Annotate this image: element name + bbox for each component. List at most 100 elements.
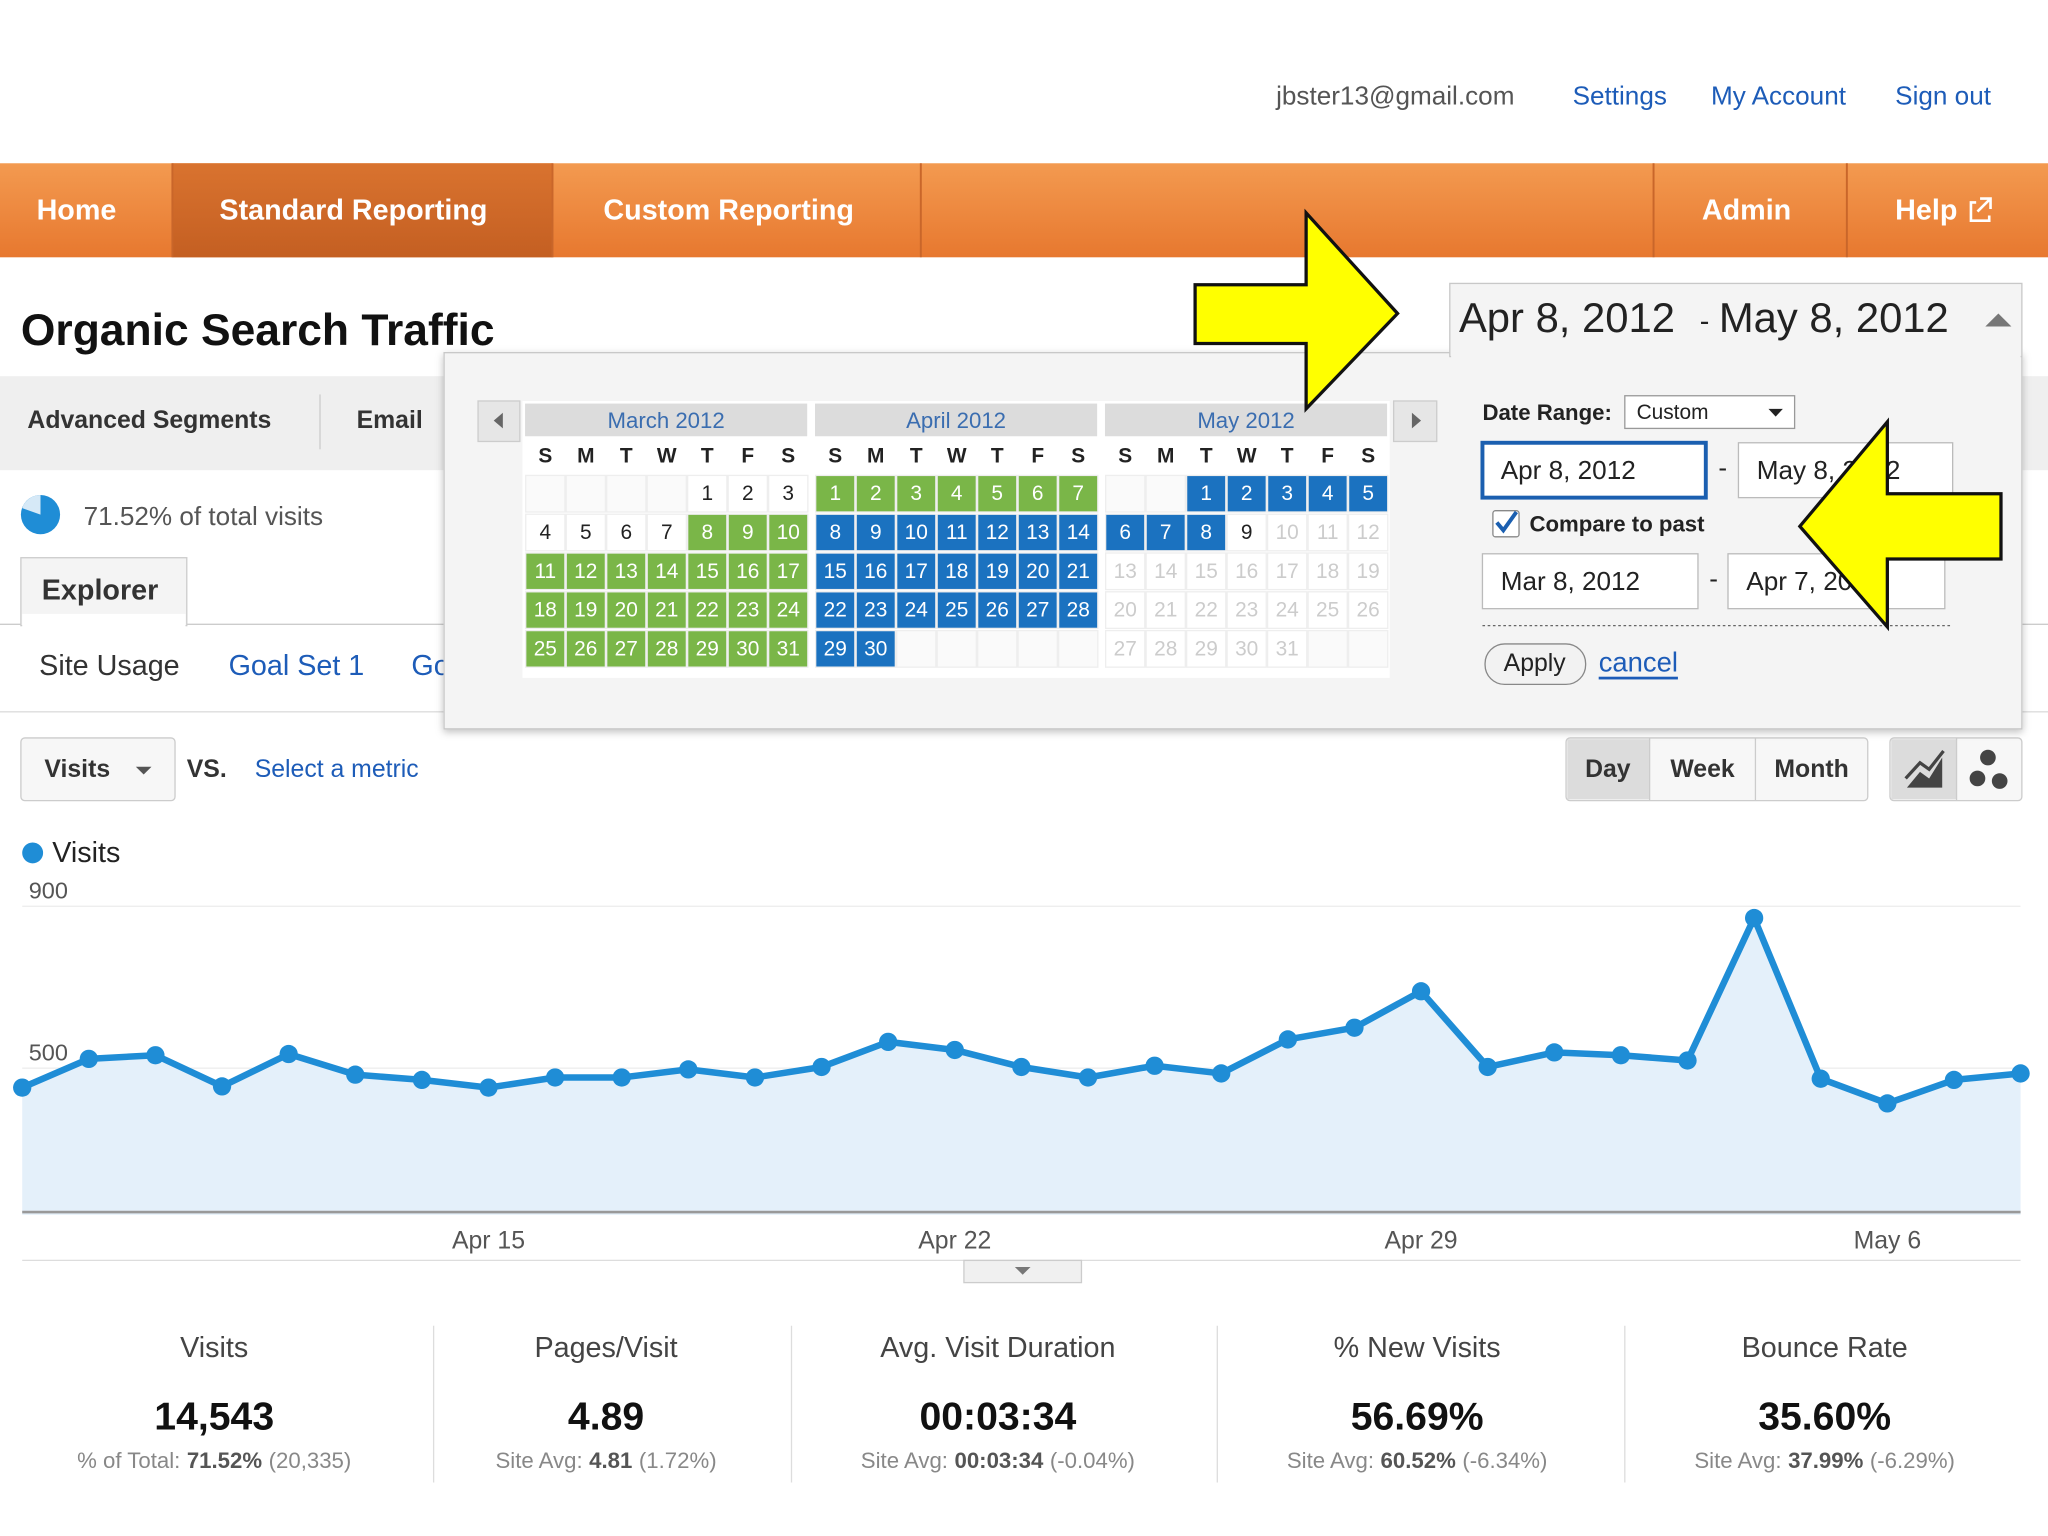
calendar-day[interactable]: 5 — [1362, 482, 1374, 505]
calendar-day[interactable]: 25 — [945, 599, 968, 622]
calendar-day[interactable]: 17 — [905, 560, 928, 583]
calendar-day[interactable]: 2 — [742, 482, 754, 505]
calendar-day[interactable]: 10 — [905, 521, 928, 544]
calendar-day[interactable]: 12 — [1357, 521, 1380, 544]
calendar-day[interactable]: 17 — [1276, 560, 1299, 583]
calendar-day[interactable]: 5 — [580, 521, 592, 544]
calendar-day[interactable]: 9 — [742, 521, 754, 544]
calendar-day[interactable]: 4 — [1322, 482, 1334, 505]
calendar-day[interactable]: 19 — [1357, 560, 1380, 583]
header-link[interactable]: Sign out — [1895, 80, 1992, 110]
calendar-day[interactable]: 28 — [655, 637, 678, 660]
calendar-day[interactable]: 30 — [1235, 637, 1258, 660]
calendar-day[interactable]: 4 — [539, 521, 551, 544]
calendar-day[interactable]: 19 — [574, 599, 597, 622]
cancel-link[interactable]: cancel — [1599, 647, 1678, 678]
toolbar-button[interactable]: Advanced Segments — [27, 407, 271, 434]
calendar-day[interactable]: 23 — [1235, 599, 1258, 622]
calendar-day[interactable]: 20 — [615, 599, 638, 622]
calendar-day[interactable]: 18 — [1316, 560, 1339, 583]
calendar-day[interactable]: 2 — [870, 482, 882, 505]
calendar-day[interactable]: 11 — [1317, 521, 1339, 544]
subtab[interactable]: Site Usage — [39, 650, 179, 682]
calendar-day[interactable]: 12 — [986, 521, 1009, 544]
calendar-day[interactable]: 28 — [1067, 599, 1090, 622]
calendar-day[interactable]: 23 — [736, 599, 759, 622]
calendar-day[interactable]: 26 — [574, 637, 597, 660]
calendar-day[interactable]: 29 — [824, 637, 847, 660]
date-input[interactable] — [1480, 440, 1708, 500]
calendar-day[interactable]: 7 — [661, 521, 673, 544]
granularity-button[interactable]: Month — [1774, 756, 1848, 783]
calendar-day[interactable]: 23 — [864, 599, 887, 622]
calendar-day[interactable]: 10 — [777, 521, 800, 544]
calendar-day[interactable]: 6 — [1119, 521, 1131, 544]
calendar-day[interactable]: 18 — [534, 599, 557, 622]
calendar-day[interactable]: 30 — [736, 637, 759, 660]
calendar-day[interactable]: 29 — [1195, 637, 1218, 660]
header-link[interactable]: Settings — [1573, 80, 1667, 110]
calendar-day[interactable]: 3 — [1281, 482, 1293, 505]
calendar-day[interactable]: 7 — [1072, 482, 1084, 505]
calendar-day[interactable]: 25 — [1316, 599, 1339, 622]
calendar-day[interactable]: 4 — [951, 482, 963, 505]
calendar-day[interactable]: 27 — [1026, 599, 1049, 622]
calendar-day[interactable]: 12 — [574, 560, 597, 583]
calendar-day[interactable]: 15 — [1195, 560, 1218, 583]
calendar-day[interactable]: 26 — [1357, 599, 1380, 622]
calendar-day[interactable]: 24 — [905, 599, 928, 622]
calendar-day[interactable]: 16 — [736, 560, 759, 583]
toolbar-button[interactable]: Email — [357, 407, 423, 434]
mode-select[interactable] — [1624, 395, 1796, 430]
calendar-day[interactable]: 20 — [1026, 560, 1049, 583]
calendar-day[interactable]: 14 — [1154, 560, 1177, 583]
calendar-day[interactable]: 22 — [824, 599, 847, 622]
apply-button[interactable] — [1484, 643, 1587, 686]
nav-item[interactable]: Custom Reporting — [603, 194, 853, 226]
calendar-day[interactable]: 6 — [620, 521, 632, 544]
calendar-day[interactable]: 10 — [1276, 521, 1299, 544]
calendar-day[interactable]: 1 — [701, 482, 713, 505]
calendar-day[interactable]: 15 — [696, 560, 719, 583]
calendar-day[interactable]: 1 — [1200, 482, 1212, 505]
calendar-day[interactable]: 13 — [1114, 560, 1137, 583]
calendar-day[interactable]: 21 — [1067, 560, 1090, 583]
calendar-day[interactable]: 9 — [1241, 521, 1253, 544]
calendar-day[interactable]: 31 — [777, 637, 800, 660]
calendar-day[interactable]: 16 — [864, 560, 887, 583]
granularity-button[interactable]: Day — [1585, 756, 1631, 783]
calendar-day[interactable]: 6 — [1032, 482, 1044, 505]
calendar-day[interactable]: 9 — [870, 521, 882, 544]
calendar-day[interactable]: 3 — [910, 482, 922, 505]
calendar-day[interactable]: 7 — [1160, 521, 1172, 544]
calendar-day[interactable]: 13 — [1026, 521, 1049, 544]
calendar-day[interactable]: 21 — [655, 599, 678, 622]
calendar-day[interactable]: 30 — [864, 637, 887, 660]
calendar-day[interactable]: 8 — [1200, 521, 1212, 544]
calendar-day[interactable]: 24 — [777, 599, 800, 622]
subtab[interactable]: Goal Set 1 — [229, 650, 365, 682]
calendar-day[interactable]: 13 — [615, 560, 638, 583]
nav-item[interactable]: Admin — [1702, 194, 1791, 226]
header-link[interactable]: My Account — [1711, 80, 1847, 110]
calendar-day[interactable]: 2 — [1241, 482, 1253, 505]
calendar-day[interactable]: 11 — [946, 521, 968, 544]
calendar-day[interactable]: 16 — [1235, 560, 1258, 583]
calendar-day[interactable]: 28 — [1154, 637, 1177, 660]
calendar-day[interactable]: 1 — [829, 482, 841, 505]
calendar-day[interactable]: 5 — [991, 482, 1003, 505]
calendar-day[interactable]: 8 — [829, 521, 841, 544]
select-metric[interactable]: Select a metric — [255, 756, 419, 783]
calendar-day[interactable]: 24 — [1276, 599, 1299, 622]
calendar-day[interactable]: 14 — [1067, 521, 1090, 544]
calendar-day[interactable]: 18 — [945, 560, 968, 583]
granularity-button[interactable]: Week — [1670, 756, 1735, 783]
calendar-day[interactable]: 31 — [1276, 637, 1299, 660]
calendar-day[interactable]: 8 — [701, 521, 713, 544]
calendar-day[interactable]: 27 — [615, 637, 638, 660]
calendar-day[interactable]: 22 — [696, 599, 719, 622]
calendar-day[interactable]: 11 — [534, 560, 556, 583]
nav-item[interactable]: Home — [37, 194, 117, 226]
date-input[interactable] — [1481, 553, 1699, 610]
date-range-box[interactable] — [1449, 282, 2023, 358]
